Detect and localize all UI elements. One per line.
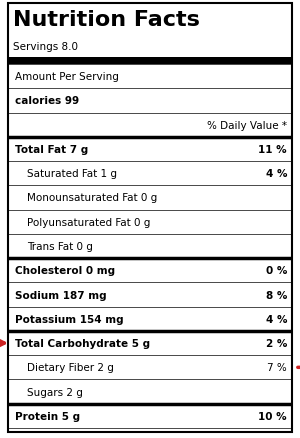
Text: Monounsaturated Fat 0 g: Monounsaturated Fat 0 g: [27, 193, 157, 203]
Text: 4 %: 4 %: [266, 169, 287, 179]
Text: Saturated Fat 1 g: Saturated Fat 1 g: [27, 169, 117, 179]
Text: Servings 8.0: Servings 8.0: [13, 42, 78, 52]
Text: Total Carbohydrate 5 g: Total Carbohydrate 5 g: [15, 338, 150, 348]
Text: Cholesterol 0 mg: Cholesterol 0 mg: [15, 266, 115, 276]
Text: Polyunsaturated Fat 0 g: Polyunsaturated Fat 0 g: [27, 217, 150, 227]
Bar: [8, 58, 292, 65]
Text: Trans Fat 0 g: Trans Fat 0 g: [27, 241, 93, 251]
Text: Nutrition Facts: Nutrition Facts: [13, 10, 200, 30]
Text: Sugars 2 g: Sugars 2 g: [27, 387, 83, 397]
Text: calories 99: calories 99: [15, 96, 79, 106]
Text: Dietary Fiber 2 g: Dietary Fiber 2 g: [27, 363, 114, 372]
Text: % Daily Value *: % Daily Value *: [207, 120, 287, 131]
Text: 11 %: 11 %: [258, 145, 287, 155]
Text: 7 %: 7 %: [267, 363, 287, 372]
Text: 8 %: 8 %: [266, 290, 287, 300]
Text: 10 %: 10 %: [258, 411, 287, 421]
Text: 0 %: 0 %: [266, 266, 287, 276]
Text: Protein 5 g: Protein 5 g: [15, 411, 80, 421]
Text: 2 %: 2 %: [266, 338, 287, 348]
Text: Sodium 187 mg: Sodium 187 mg: [15, 290, 106, 300]
Text: 4 %: 4 %: [266, 314, 287, 324]
Text: Potassium 154 mg: Potassium 154 mg: [15, 314, 124, 324]
Text: Total Fat 7 g: Total Fat 7 g: [15, 145, 88, 155]
Text: Amount Per Serving: Amount Per Serving: [15, 72, 119, 82]
